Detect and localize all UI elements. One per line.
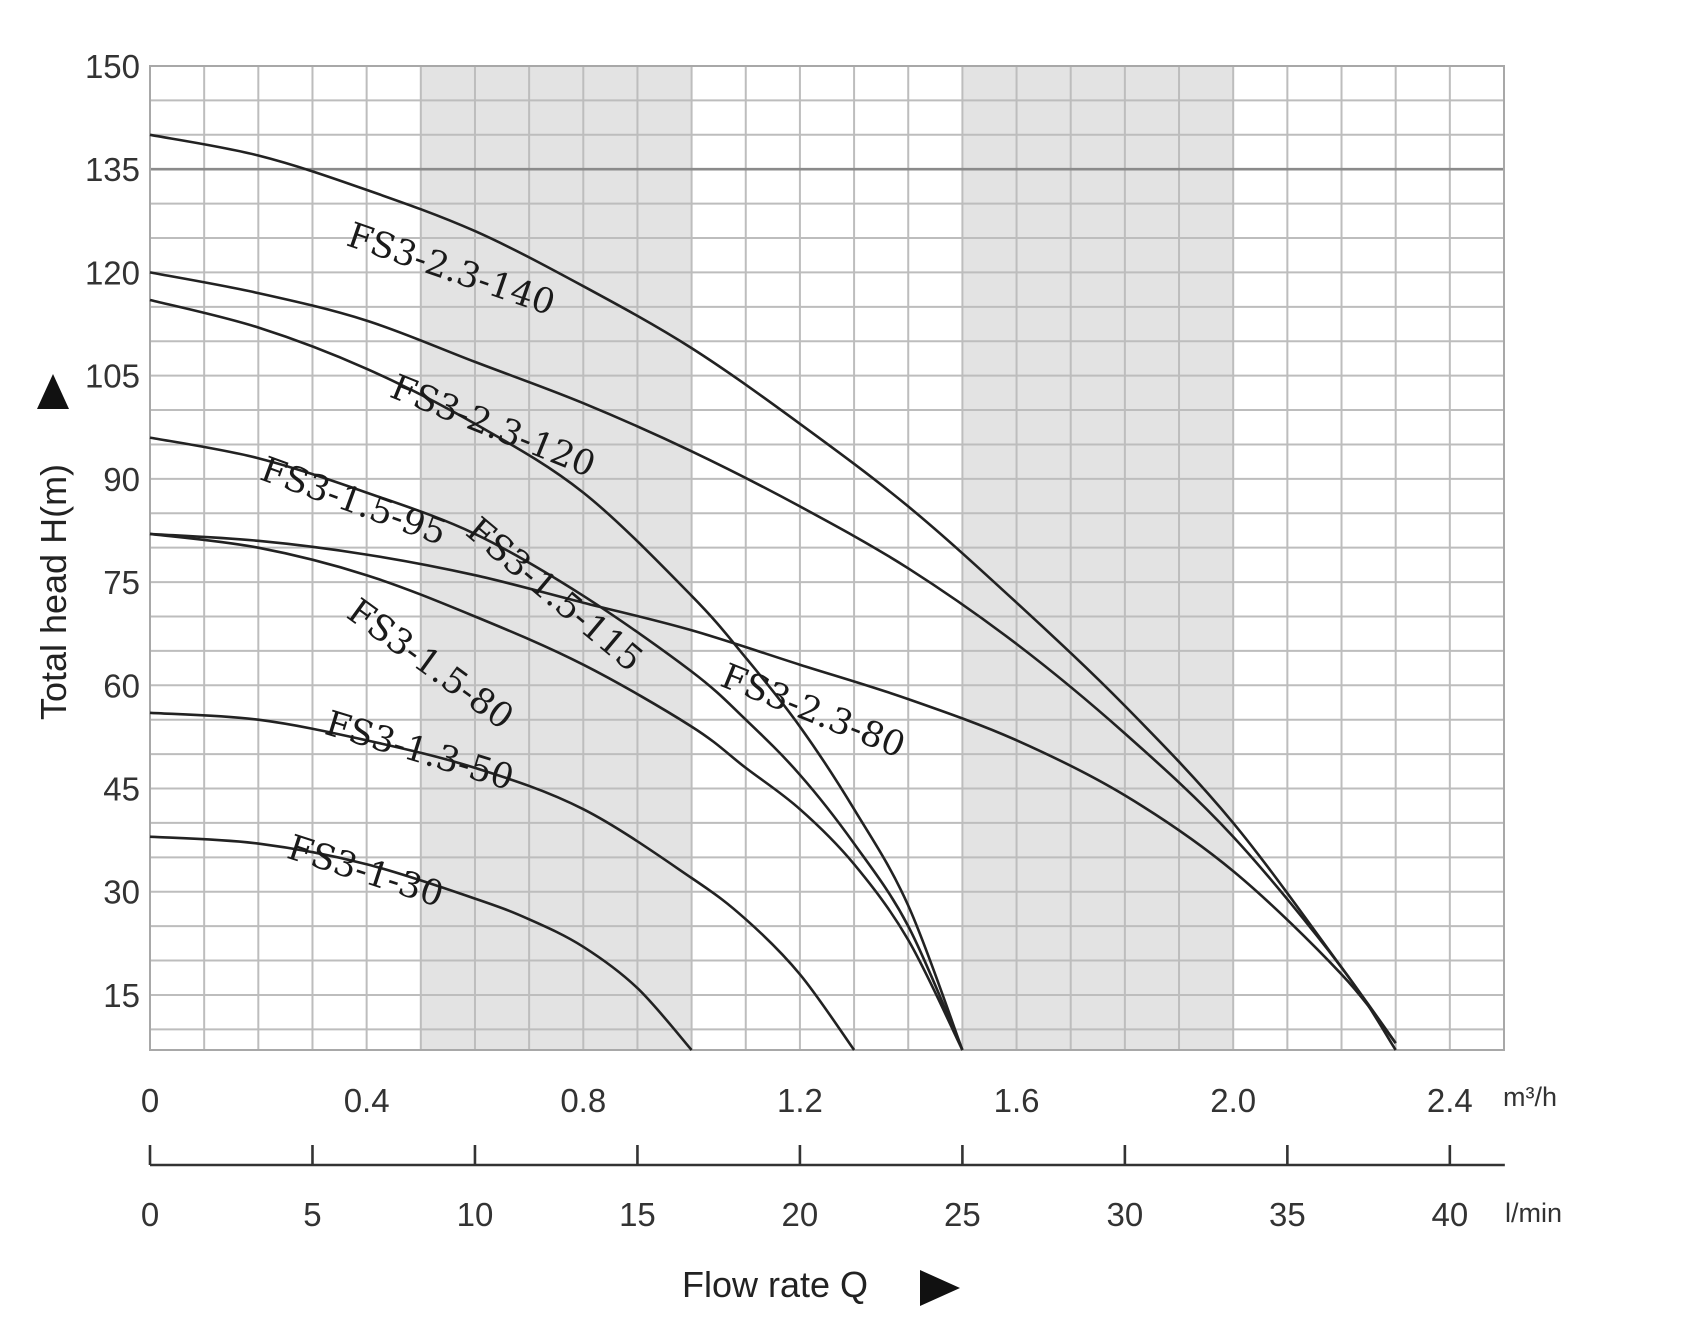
x-tick-label: 2.4 <box>1427 1082 1473 1119</box>
y-tick-label: 105 <box>85 358 140 395</box>
x2-axis-unit: l/min <box>1505 1198 1562 1228</box>
highlight-band-1 <box>420 66 692 1050</box>
x-tick-label: 0.8 <box>560 1082 606 1119</box>
x-tick-label: 2.0 <box>1210 1082 1256 1119</box>
x-tick-label: 1.2 <box>777 1082 823 1119</box>
x-tick-label: 1.6 <box>994 1082 1040 1119</box>
x-axis-lmin: 0 5 10 15 20 25 30 35 40 <box>141 1145 1505 1233</box>
curve-fs3-1-30 <box>149 835 693 1051</box>
y-axis: 15 30 45 60 75 90 105 120 135 150 <box>85 48 140 1014</box>
curve-fs3-1-5-95 <box>149 436 964 1051</box>
y-tick-label: 45 <box>103 771 140 808</box>
curve-fs3-2-3-120 <box>149 271 1397 1051</box>
y-tick-label: 30 <box>103 874 140 911</box>
y-tick-label: 150 <box>85 48 140 85</box>
x-axis-title: Flow rate Q <box>682 1264 868 1305</box>
x-tick-label: 0.4 <box>344 1082 390 1119</box>
highlight-band-2 <box>962 66 1234 1050</box>
curve-fs3-1-3-50 <box>149 711 856 1051</box>
x2-tick-label: 25 <box>944 1196 981 1233</box>
x2-tick-label: 20 <box>782 1196 819 1233</box>
y-tick-label: 90 <box>103 461 140 498</box>
y-tick-label: 120 <box>85 254 140 291</box>
grid <box>149 65 1505 1051</box>
y-axis-arrow-icon <box>37 374 69 409</box>
y-tick-label: 15 <box>103 977 140 1014</box>
x2-tick-label: 10 <box>457 1196 494 1233</box>
curve-fs3-1-5-115 <box>149 298 964 1051</box>
curve-fs3-2-3-80 <box>149 532 1397 1044</box>
x-tick-label: 0 <box>141 1082 159 1119</box>
x2-tick-label: 0 <box>141 1196 159 1233</box>
curve-label-fs3-2-3-80: FS3-2.3-80 <box>715 657 910 767</box>
x-axis-m3h: 0 0.4 0.8 1.2 1.6 2.0 2.4 <box>141 1082 1473 1119</box>
x-axis-arrow-icon <box>920 1270 960 1306</box>
x2-tick-label: 15 <box>619 1196 656 1233</box>
x2-tick-label: 35 <box>1269 1196 1306 1233</box>
plot-frame <box>149 65 1505 1051</box>
x-axis-unit: m³/h <box>1503 1082 1557 1112</box>
x2-tick-label: 30 <box>1107 1196 1144 1233</box>
x2-tick-label: 5 <box>303 1196 321 1233</box>
performance-curves <box>149 133 1397 1051</box>
highlight-bands <box>420 66 1234 1050</box>
curve-fs3-2-3-140 <box>149 133 1397 1044</box>
y-tick-label: 60 <box>103 667 140 704</box>
y-axis-title: Total head H(m) <box>33 464 74 720</box>
curve-fs3-1-5-80 <box>149 532 964 1051</box>
axis-titles: Flow rate Q Total head H(m) m³/h l/min <box>33 374 1562 1306</box>
x2-tick-label: 40 <box>1431 1196 1468 1233</box>
y-tick-label: 75 <box>103 564 140 601</box>
y-tick-label: 135 <box>85 151 140 188</box>
